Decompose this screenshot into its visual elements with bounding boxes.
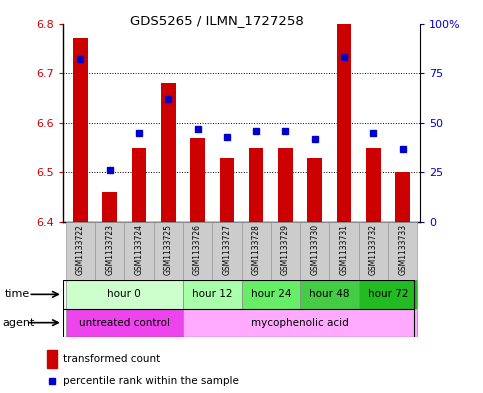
Text: GSM1133729: GSM1133729	[281, 224, 290, 275]
FancyBboxPatch shape	[300, 280, 359, 309]
FancyBboxPatch shape	[183, 222, 212, 281]
Text: hour 24: hour 24	[251, 289, 291, 299]
Text: untreated control: untreated control	[79, 318, 170, 328]
Bar	[161, 83, 176, 222]
Text: GSM1133733: GSM1133733	[398, 224, 407, 275]
FancyBboxPatch shape	[359, 280, 417, 309]
FancyBboxPatch shape	[271, 222, 300, 281]
Text: transformed count: transformed count	[63, 354, 160, 364]
Text: hour 48: hour 48	[309, 289, 350, 299]
Bar	[278, 148, 293, 222]
FancyBboxPatch shape	[388, 222, 417, 281]
Text: GSM1133728: GSM1133728	[252, 224, 261, 275]
Bar	[190, 138, 205, 222]
Text: hour 0: hour 0	[107, 289, 141, 299]
Text: GSM1133726: GSM1133726	[193, 224, 202, 275]
Text: GSM1133725: GSM1133725	[164, 224, 173, 275]
Text: mycophenolic acid: mycophenolic acid	[251, 318, 349, 328]
FancyBboxPatch shape	[300, 222, 329, 281]
FancyBboxPatch shape	[154, 222, 183, 281]
Bar	[73, 39, 88, 222]
FancyBboxPatch shape	[183, 280, 242, 309]
Bar	[47, 351, 57, 367]
Text: agent: agent	[2, 318, 35, 328]
Text: percentile rank within the sample: percentile rank within the sample	[63, 376, 239, 386]
Bar	[102, 192, 117, 222]
FancyBboxPatch shape	[242, 222, 271, 281]
Text: GSM1133722: GSM1133722	[76, 224, 85, 275]
Bar	[249, 148, 263, 222]
FancyBboxPatch shape	[242, 280, 300, 309]
FancyBboxPatch shape	[359, 222, 388, 281]
Text: hour 12: hour 12	[192, 289, 232, 299]
FancyBboxPatch shape	[95, 222, 124, 281]
Bar	[132, 148, 146, 222]
FancyBboxPatch shape	[183, 309, 417, 337]
FancyBboxPatch shape	[66, 222, 95, 281]
Bar	[220, 158, 234, 222]
FancyBboxPatch shape	[66, 280, 183, 309]
Text: GSM1133727: GSM1133727	[222, 224, 231, 275]
Text: GSM1133723: GSM1133723	[105, 224, 114, 275]
Text: GSM1133732: GSM1133732	[369, 224, 378, 275]
Bar	[395, 173, 410, 222]
Text: GDS5265 / ILMN_1727258: GDS5265 / ILMN_1727258	[130, 14, 304, 27]
Bar	[337, 24, 351, 222]
Text: GSM1133730: GSM1133730	[310, 224, 319, 275]
Text: GSM1133724: GSM1133724	[134, 224, 143, 275]
FancyBboxPatch shape	[66, 309, 183, 337]
Bar	[307, 158, 322, 222]
FancyBboxPatch shape	[212, 222, 242, 281]
FancyBboxPatch shape	[124, 222, 154, 281]
Bar	[366, 148, 381, 222]
FancyBboxPatch shape	[329, 222, 359, 281]
Text: GSM1133731: GSM1133731	[340, 224, 349, 275]
Text: hour 72: hour 72	[368, 289, 408, 299]
Text: time: time	[5, 289, 30, 299]
